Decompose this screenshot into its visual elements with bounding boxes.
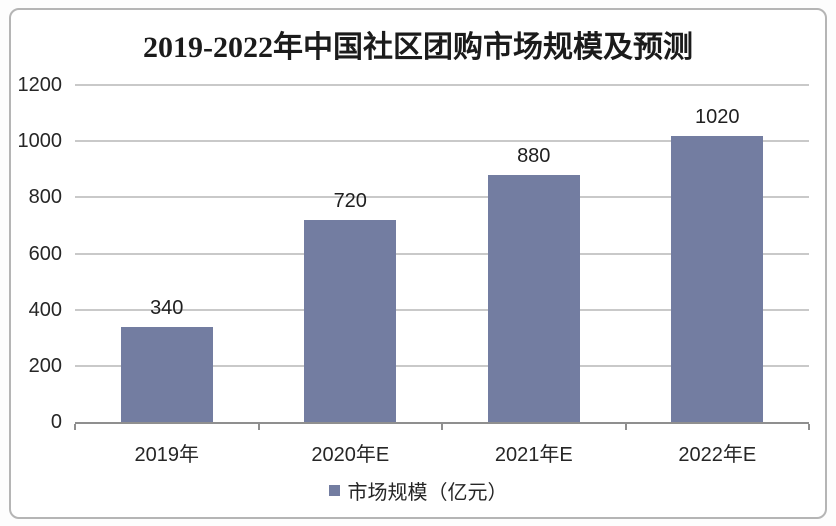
bar-column-2020年E: 720 [259,85,443,422]
x-axis-tick [441,424,443,430]
gridline-400 [75,308,809,311]
chart-title: 2019-2022年中国社区团购市场规模及预测 [143,31,693,64]
bar-2020年E [304,219,397,422]
gridline-600 [75,252,809,255]
bar-2019年 [120,326,213,422]
y-axis-tick-label: 600 [28,242,62,265]
bars-layer: 340 720 880 1020 [75,85,809,422]
legend: 市场规模（亿元） [11,476,825,505]
legend-label: 市场规模（亿元） [347,482,508,504]
bar-2022年E [671,135,764,422]
bar-value-label: 340 [150,296,184,319]
x-axis-tick [257,424,260,430]
gridline-200 [75,364,809,367]
bar-value-label: 1020 [695,105,740,128]
y-axis-tick-label: 400 [28,298,62,321]
y-axis-tick-label: 1200 [17,74,63,96]
x-axis-ticks [74,422,810,430]
legend-square-marker-icon [328,485,340,496]
bar-value-label: 720 [333,189,367,212]
x-axis-labels: 2019年 2020年E 2021年E 2022年E [75,438,809,466]
chart-frame: 2019-2022年中国社区团购市场规模及预测 0 200 400 600 800 100… [9,8,827,519]
y-axis-tick-label: 1000 [17,130,63,153]
x-axis-category-label: 2019年 [134,444,200,466]
y-axis-tick-label: 200 [28,354,62,377]
bar-column-2021年E: 880 [442,85,626,422]
plot-area: 0 200 400 600 800 1000 1200 340 720 880 1020 [18,74,810,433]
gridline-1000 [75,140,809,143]
x-axis-tick [624,424,627,430]
gridline-1200 [75,84,809,86]
y-axis-tick-label: 800 [28,186,62,209]
x-axis-category-label: 2021年E [494,444,573,466]
x-axis-tick [74,424,76,430]
x-axis-tick [808,424,810,430]
bar-2021年E [487,174,580,422]
x-axis-category-label: 2020年E [311,444,390,466]
x-axis-category-label: 2022年E [678,444,757,466]
bar-column-2019年: 340 [75,85,259,422]
bar-column-2022年E: 1020 [626,85,810,422]
gridline-800 [75,196,809,199]
bar-value-label: 880 [517,144,551,167]
y-axis-tick-label: 0 [50,411,62,433]
